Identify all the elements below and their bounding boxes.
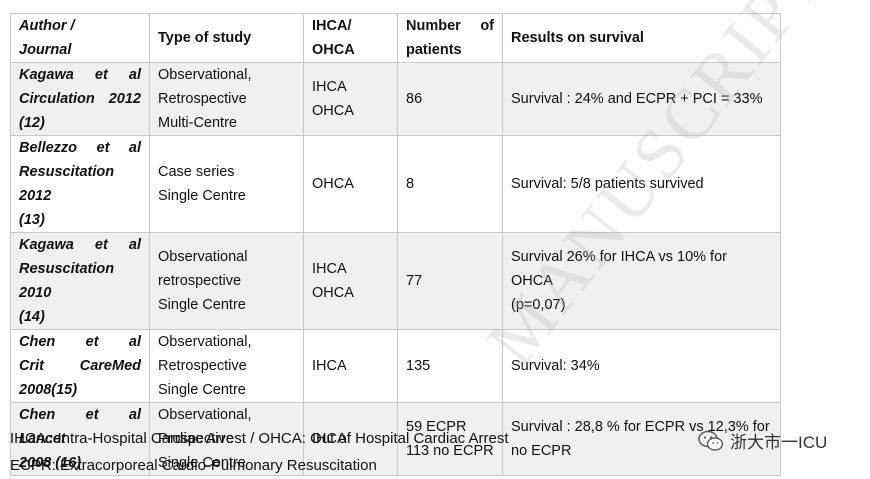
cell-results: Survival : 24% and ECPR + PCI = 33% bbox=[502, 62, 781, 136]
cell-type: Observational, Retrospective Single Centre bbox=[149, 329, 304, 403]
cell-type-line: Retrospective bbox=[158, 358, 247, 374]
cell-ihca: IHCA OHCA bbox=[303, 62, 398, 136]
cell-number: 77 bbox=[397, 232, 503, 330]
cell-author-line: (12) bbox=[19, 115, 45, 131]
cell-results-line: no ECPR bbox=[511, 443, 572, 459]
header-results: Results on survival bbox=[502, 13, 781, 63]
cell-type-line: Case series bbox=[158, 164, 235, 180]
cell-author-line: Crit CareMed bbox=[19, 358, 141, 374]
cell-type-line: Retrospective bbox=[158, 91, 247, 107]
cell-number-line: 113 no ECPR bbox=[406, 443, 494, 459]
cell-results-line: Survival: 34% bbox=[511, 358, 600, 374]
cell-author-line: Kagawa et al bbox=[19, 237, 141, 253]
cell-author-line: Resuscitation 2010 bbox=[19, 261, 115, 301]
cell-ihca: IHCA bbox=[303, 329, 398, 403]
header-type: Type of study bbox=[149, 13, 304, 63]
cell-author-line: Chen et al bbox=[19, 407, 141, 423]
cell-author-line: Bellezzo et al bbox=[19, 140, 141, 156]
cell-results-line: Survival: 5/8 patients survived bbox=[511, 176, 704, 192]
cell-ihca-line: IHCA bbox=[312, 261, 347, 277]
cell-type-line: Multi-Centre bbox=[158, 115, 237, 131]
cell-author-line: (13) bbox=[19, 212, 45, 228]
cell-type-line: Single Centre bbox=[158, 297, 246, 313]
header-number: Number of patients bbox=[397, 13, 503, 63]
cell-results-line: (p=0,07) bbox=[511, 297, 566, 313]
cell-author-line: Circulation 2012 bbox=[19, 91, 141, 107]
cell-author: Bellezzo et al Resuscitation 2012 (13) bbox=[10, 135, 150, 233]
cell-number-line: 135 bbox=[406, 358, 431, 374]
cell-author: Chen et al Crit CareMed 2008(15) bbox=[10, 329, 150, 403]
cell-type: Observational, Retrospective Multi-Centre bbox=[149, 62, 304, 136]
cell-type-line: Observational, bbox=[158, 407, 252, 423]
cell-results-line: Survival 26% for IHCA vs 10% for OHCA bbox=[511, 249, 727, 289]
cell-number-line: 8 bbox=[406, 176, 415, 192]
table-row: Kagawa et al Resuscitation 2010 (14) Observ… bbox=[10, 232, 781, 330]
cell-type-line: Observational bbox=[158, 249, 248, 265]
source-badge: 浙大市一ICU bbox=[698, 428, 827, 453]
cell-type: Observational, Prospective Single Centre bbox=[149, 402, 304, 476]
header-ihca: IHCA/ OHCA bbox=[303, 13, 398, 63]
cell-author: Chen et al Lancet 2008 (16) bbox=[10, 402, 150, 476]
cell-type-line: Single Centre bbox=[158, 455, 246, 471]
header-author: Author / Journal bbox=[10, 13, 150, 63]
survival-table: Author / Journal Type of study IHCA/ OHC… bbox=[10, 13, 781, 476]
cell-number: 86 bbox=[397, 62, 503, 136]
cell-author-line: Lancet bbox=[19, 431, 66, 447]
cell-number-line: 86 bbox=[406, 91, 423, 107]
cell-type-line: Prospective bbox=[158, 431, 234, 447]
cell-ihca: OHCA bbox=[303, 135, 398, 233]
wechat-icon bbox=[698, 430, 724, 451]
cell-ihca-line: IHCA bbox=[312, 358, 347, 374]
cell-results-line: Survival : 24% and ECPR + PCI = 33% bbox=[511, 91, 763, 107]
cell-number: 135 bbox=[397, 329, 503, 403]
cell-number: 59 ECPR 113 no ECPR bbox=[397, 402, 503, 476]
cell-ihca: IHCA OHCA bbox=[303, 232, 398, 330]
cell-author-line: 2008 (16) bbox=[19, 455, 82, 471]
cell-author: Kagawa et al Resuscitation 2010 (14) bbox=[10, 232, 150, 330]
cell-type-line: Single Centre bbox=[158, 382, 246, 398]
table-row: Chen et al Crit CareMed 2008(15) Observatio… bbox=[10, 329, 781, 403]
cell-author: Kagawa et al Circulation 2012 (12) bbox=[10, 62, 150, 136]
cell-ihca-line: OHCA bbox=[312, 103, 354, 119]
cell-number: 8 bbox=[397, 135, 503, 233]
cell-author-line: 2008(15) bbox=[19, 382, 78, 398]
footnote-ecpr: ECPR: Extracorporeal Cardio-Pulmonary Re… bbox=[10, 457, 377, 474]
cell-ihca-line: IHCA bbox=[312, 79, 347, 95]
table-row: Chen et al Lancet 2008 (16) Observational, P… bbox=[10, 402, 781, 476]
table-row: Bellezzo et al Resuscitation 2012 (13) Case… bbox=[10, 135, 781, 233]
cell-author-line: (14) bbox=[19, 309, 45, 325]
cell-ihca-line: OHCA bbox=[312, 176, 354, 192]
cell-number-line: 77 bbox=[406, 273, 423, 289]
badge-text: 浙大市一ICU bbox=[730, 433, 828, 452]
cell-type-line: Single Centre bbox=[158, 188, 246, 204]
cell-results: Survival 26% for IHCA vs 10% for OHCA (p=… bbox=[502, 232, 781, 330]
cell-ihca-line: IHCA bbox=[312, 431, 347, 447]
cell-type-line: Observational, bbox=[158, 67, 252, 83]
cell-number-line: 59 ECPR bbox=[406, 419, 467, 435]
cell-results: Survival : 28,8 % for ECPR vs 12,3% for n… bbox=[502, 402, 781, 476]
cell-author-line: Chen et al bbox=[19, 334, 141, 350]
cell-type-line: retrospective bbox=[158, 273, 242, 289]
cell-type: Case series Single Centre bbox=[149, 135, 304, 233]
cell-ihca-line: OHCA bbox=[312, 285, 354, 301]
footnote-ihca: IHCA : Intra-Hospital Cardiac Arrest / O… bbox=[10, 430, 509, 447]
cell-type-line: Observational, bbox=[158, 334, 252, 350]
header-row: Author / Journal Type of study IHCA/ OHC… bbox=[10, 13, 781, 63]
cell-author-line: Kagawa et al bbox=[19, 67, 141, 83]
cell-author-line: Resuscitation 2012 bbox=[19, 164, 115, 204]
cell-type: Observational retrospective Single Centre bbox=[149, 232, 304, 330]
cell-results: Survival: 5/8 patients survived bbox=[502, 135, 781, 233]
